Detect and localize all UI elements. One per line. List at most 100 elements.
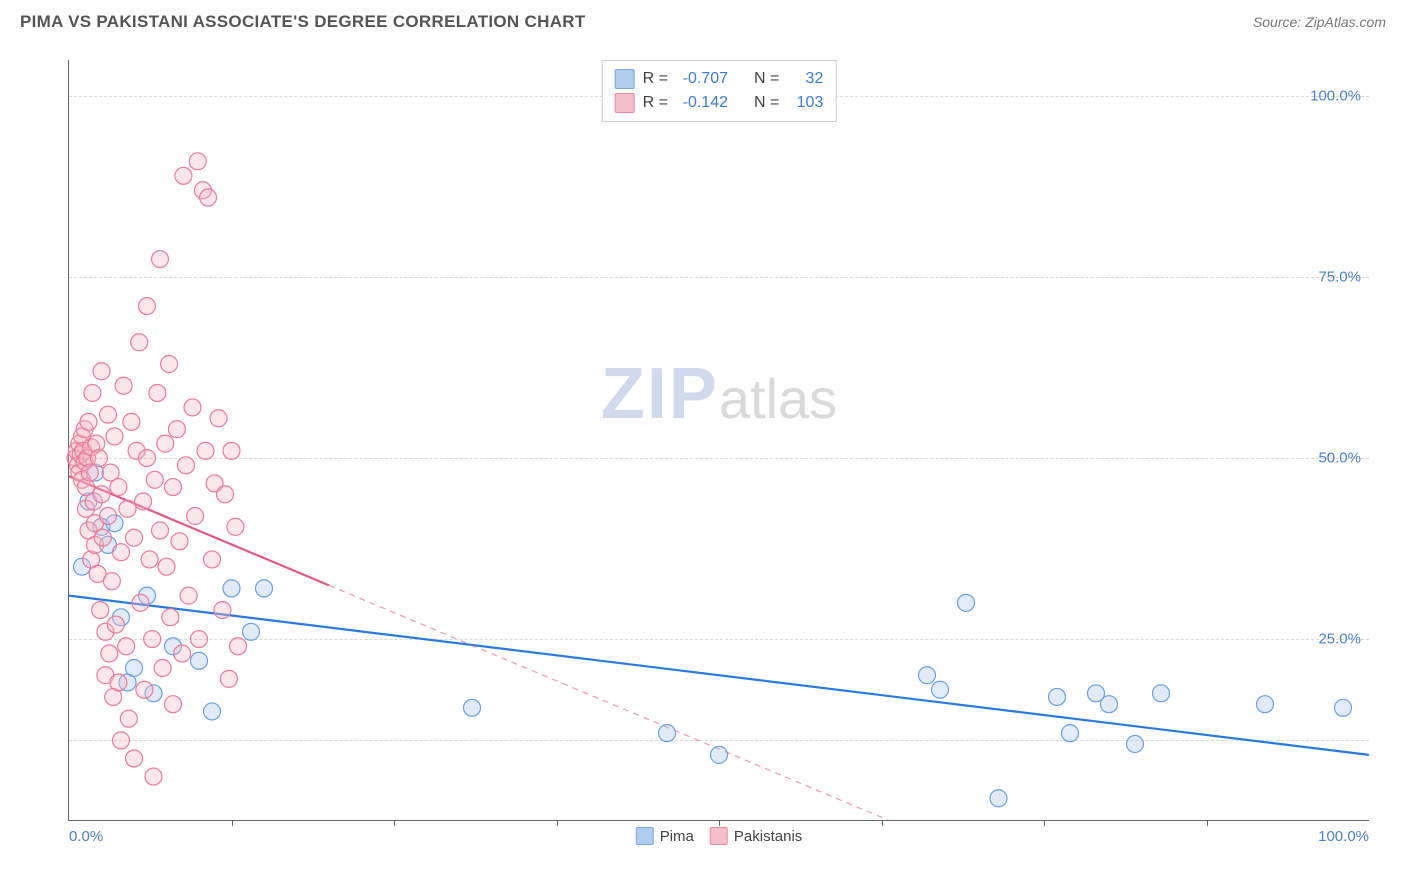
- data-point-pakistanis: [204, 551, 221, 568]
- data-point-pima: [1335, 699, 1352, 716]
- data-point-pakistanis: [168, 421, 185, 438]
- plot-area: ZIPatlas R =-0.707N =32R =-0.142N =103 P…: [68, 60, 1369, 821]
- series-legend: PimaPakistanis: [636, 827, 803, 845]
- data-point-pakistanis: [165, 696, 182, 713]
- data-point-pakistanis: [118, 638, 135, 655]
- data-point-pakistanis: [154, 660, 171, 677]
- data-point-pima: [126, 660, 143, 677]
- data-point-pima: [958, 594, 975, 611]
- data-point-pakistanis: [136, 681, 153, 698]
- data-point-pima: [659, 725, 676, 742]
- data-point-pakistanis: [115, 377, 132, 394]
- chart-title: PIMA VS PAKISTANI ASSOCIATE'S DEGREE COR…: [20, 12, 586, 32]
- legend-swatch: [710, 827, 728, 845]
- data-point-pakistanis: [214, 602, 231, 619]
- x-tick-mark: [232, 820, 233, 826]
- data-point-pakistanis: [100, 508, 117, 525]
- n-label: N =: [754, 67, 779, 91]
- data-point-pakistanis: [145, 768, 162, 785]
- data-point-pakistanis: [146, 471, 163, 488]
- data-point-pima: [990, 790, 1007, 807]
- data-point-pima: [243, 623, 260, 640]
- data-point-pakistanis: [141, 551, 158, 568]
- x-tick-label: 0.0%: [69, 828, 103, 845]
- x-tick-mark: [557, 820, 558, 826]
- data-point-pakistanis: [103, 573, 120, 590]
- data-point-pakistanis: [94, 529, 111, 546]
- data-point-pakistanis: [139, 450, 156, 467]
- data-point-pakistanis: [126, 529, 143, 546]
- data-point-pima: [191, 652, 208, 669]
- x-tick-mark: [882, 820, 883, 826]
- data-point-pakistanis: [135, 493, 152, 510]
- data-point-pakistanis: [200, 189, 217, 206]
- r-value: -0.707: [676, 67, 728, 91]
- data-point-pima: [1101, 696, 1118, 713]
- data-point-pakistanis: [184, 399, 201, 416]
- data-point-pakistanis: [217, 486, 234, 503]
- legend-row-pakistanis: R =-0.142N =103: [615, 91, 824, 115]
- data-point-pima: [1049, 688, 1066, 705]
- regression-line-pima: [69, 596, 1369, 755]
- data-point-pima: [223, 580, 240, 597]
- data-point-pakistanis: [189, 153, 206, 170]
- data-point-pima: [1153, 685, 1170, 702]
- data-point-pakistanis: [144, 631, 161, 648]
- r-label: R =: [643, 91, 668, 115]
- data-point-pakistanis: [92, 602, 109, 619]
- data-point-pakistanis: [152, 251, 169, 268]
- data-point-pakistanis: [175, 167, 192, 184]
- n-label: N =: [754, 91, 779, 115]
- data-point-pima: [919, 667, 936, 684]
- series-label: Pakistanis: [734, 828, 802, 845]
- data-point-pakistanis: [106, 428, 123, 445]
- data-point-pakistanis: [227, 518, 244, 535]
- data-point-pakistanis: [230, 638, 247, 655]
- r-label: R =: [643, 67, 668, 91]
- source-label: Source: ZipAtlas.com: [1253, 14, 1386, 30]
- data-point-pakistanis: [132, 594, 149, 611]
- data-point-pakistanis: [113, 544, 130, 561]
- x-tick-mark: [1044, 820, 1045, 826]
- data-point-pakistanis: [131, 334, 148, 351]
- data-point-pakistanis: [93, 486, 110, 503]
- data-point-pakistanis: [123, 413, 140, 430]
- data-point-pakistanis: [210, 410, 227, 427]
- correlation-legend: R =-0.707N =32R =-0.142N =103: [602, 60, 837, 122]
- data-point-pakistanis: [178, 457, 195, 474]
- data-point-pakistanis: [197, 442, 214, 459]
- data-point-pakistanis: [107, 616, 124, 633]
- data-point-pima: [1257, 696, 1274, 713]
- data-point-pakistanis: [162, 609, 179, 626]
- data-point-pakistanis: [191, 631, 208, 648]
- data-point-pakistanis: [100, 406, 117, 423]
- data-point-pakistanis: [101, 645, 118, 662]
- legend-swatch: [615, 93, 635, 113]
- data-point-pima: [1127, 736, 1144, 753]
- data-point-pakistanis: [120, 710, 137, 727]
- data-point-pima: [932, 681, 949, 698]
- data-point-pima: [711, 746, 728, 763]
- data-point-pakistanis: [158, 558, 175, 575]
- legend-row-pima: R =-0.707N =32: [615, 67, 824, 91]
- data-point-pakistanis: [161, 356, 178, 373]
- data-point-pakistanis: [110, 479, 127, 496]
- data-point-pakistanis: [157, 435, 174, 452]
- x-tick-mark: [394, 820, 395, 826]
- data-point-pakistanis: [113, 732, 130, 749]
- data-point-pakistanis: [110, 674, 127, 691]
- data-point-pima: [464, 699, 481, 716]
- x-tick-mark: [1207, 820, 1208, 826]
- data-point-pakistanis: [180, 587, 197, 604]
- data-point-pakistanis: [93, 363, 110, 380]
- x-tick-label: 100.0%: [1318, 828, 1369, 845]
- data-point-pakistanis: [220, 670, 237, 687]
- regression-line-dashed-pakistanis: [329, 585, 888, 820]
- data-point-pima: [204, 703, 221, 720]
- data-point-pakistanis: [139, 298, 156, 315]
- chart-container: Associate's Degree ZIPatlas R =-0.707N =…: [20, 50, 1386, 885]
- data-point-pakistanis: [80, 413, 97, 430]
- data-point-pakistanis: [149, 384, 166, 401]
- legend-swatch: [636, 827, 654, 845]
- data-point-pakistanis: [119, 500, 136, 517]
